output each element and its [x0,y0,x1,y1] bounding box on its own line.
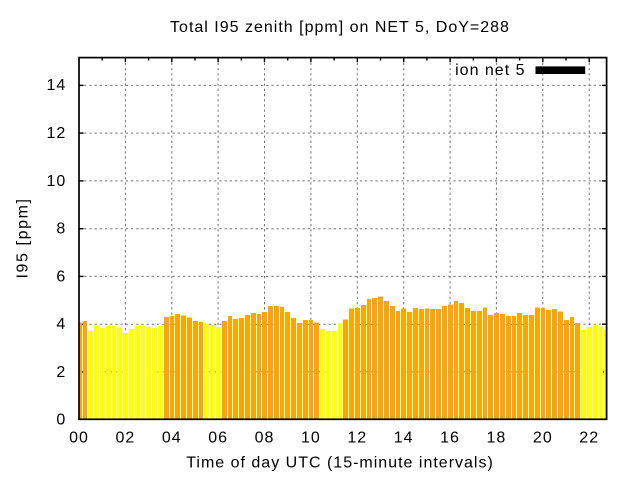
svg-text:I95 [ppm]: I95 [ppm] [15,197,32,278]
svg-text:12: 12 [347,430,367,447]
svg-text:ion net 5: ion net 5 [455,62,525,79]
svg-text:20: 20 [533,430,553,447]
svg-text:18: 18 [487,430,507,447]
svg-text:02: 02 [115,430,135,447]
svg-text:08: 08 [255,430,275,447]
svg-text:Total I95 zenith [ppm] on NET: Total I95 zenith [ppm] on NET 5, DoY=288 [170,19,510,36]
svg-text:22: 22 [579,430,599,447]
svg-text:14: 14 [394,430,414,447]
svg-text:00: 00 [69,430,89,447]
svg-text:0: 0 [56,412,66,429]
svg-text:16: 16 [440,430,460,447]
svg-text:14: 14 [47,77,67,94]
svg-text:06: 06 [208,430,228,447]
svg-text:6: 6 [56,268,66,285]
svg-text:10: 10 [301,430,321,447]
svg-text:10: 10 [47,173,67,190]
svg-text:04: 04 [162,430,182,447]
svg-text:Time of day UTC (15-minute int: Time of day UTC (15-minute intervals) [186,454,494,471]
svg-text:8: 8 [56,221,66,238]
svg-text:4: 4 [56,316,66,333]
svg-text:12: 12 [47,125,67,142]
svg-text:2: 2 [56,364,66,381]
